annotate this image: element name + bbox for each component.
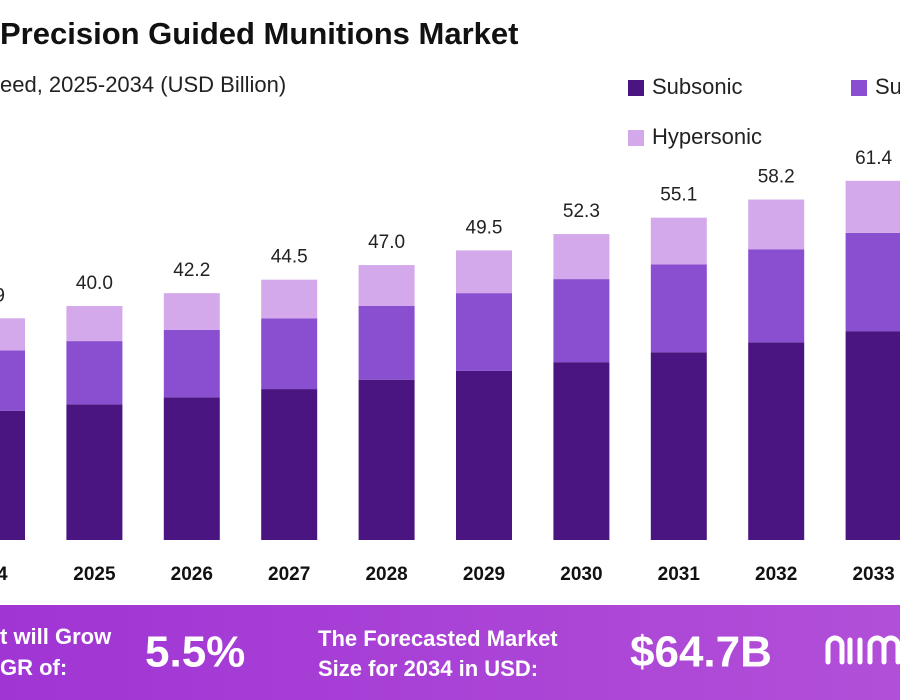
- legend-label: Subsonic: [652, 74, 743, 99]
- total-label: 42.2: [173, 260, 210, 281]
- bar-segment: [456, 370, 512, 540]
- bar-segment: [650, 264, 707, 353]
- bar-segment: [66, 341, 123, 405]
- x-tick-label: 2027: [268, 564, 310, 585]
- forecast-text: The Forecasted Market: [318, 626, 558, 651]
- cagr-text: t will Grow: [0, 624, 112, 649]
- total-label: 47.0: [368, 232, 405, 253]
- x-tick-label: 2029: [463, 564, 505, 585]
- bar-segment: [261, 318, 318, 390]
- x-tick-label: 2031: [658, 564, 701, 585]
- x-tick-label: 2030: [560, 564, 602, 585]
- bar-segment: [650, 352, 707, 540]
- footer-band: [0, 605, 900, 700]
- forecast-value: $64.7B: [630, 628, 772, 677]
- x-tick-label: 24: [0, 564, 8, 585]
- bar-segment: [261, 279, 318, 319]
- chart-title: Precision Guided Munitions Market: [0, 16, 518, 51]
- total-label: 40.0: [76, 273, 113, 294]
- bar-segment: [163, 329, 220, 398]
- bar-segment: [456, 250, 512, 294]
- total-label: 52.3: [563, 201, 600, 222]
- total-label: 55.1: [660, 185, 697, 206]
- bar-segment: [0, 350, 25, 411]
- bar-segment: [845, 232, 900, 332]
- bar-segment: [66, 404, 123, 540]
- x-tick-label: 2026: [171, 564, 213, 585]
- bar-segment: [553, 279, 610, 363]
- legend-swatch: [851, 80, 867, 96]
- legend-swatch: [628, 80, 644, 96]
- cagr-value: 5.5%: [145, 628, 245, 677]
- bar-segment: [748, 199, 805, 250]
- bar-segment: [358, 265, 415, 306]
- x-tick-label: 2028: [365, 564, 407, 585]
- logo: [825, 635, 900, 665]
- bar-segment: [0, 410, 25, 540]
- x-tick-label: 2032: [755, 564, 797, 585]
- bar-segment: [748, 342, 805, 540]
- bar-segment: [261, 389, 318, 540]
- x-tick-label: 2025: [73, 564, 116, 585]
- bar-segment: [845, 331, 900, 540]
- legend-label: Su: [875, 74, 900, 99]
- bar-segment: [748, 249, 805, 343]
- legend-swatch: [628, 130, 644, 146]
- total-label: 44.5: [271, 247, 308, 268]
- bar-segment: [553, 234, 610, 280]
- bar-segment: [456, 293, 512, 371]
- total-label: 61.4: [855, 148, 892, 169]
- bar-segment: [163, 293, 220, 330]
- bar-segment: [358, 306, 415, 380]
- cagr-text: GR of:: [0, 655, 67, 680]
- bar-segment: [66, 306, 123, 342]
- forecast-text: Size for 2034 in USD:: [318, 656, 538, 681]
- legend-label: Hypersonic: [652, 124, 762, 149]
- total-label: 58.2: [758, 167, 795, 188]
- total-label: 49.5: [466, 217, 503, 238]
- bar-segment: [553, 362, 610, 540]
- bar-segment: [845, 180, 900, 233]
- bar-segment: [163, 397, 220, 540]
- total-label: .9: [0, 285, 5, 306]
- bar-segment: [358, 379, 415, 540]
- x-tick-label: 2033: [852, 564, 894, 585]
- bar-segment: [650, 217, 707, 265]
- chart-subtitle: eed, 2025-2034 (USD Billion): [0, 72, 286, 97]
- bar-segment: [0, 318, 25, 351]
